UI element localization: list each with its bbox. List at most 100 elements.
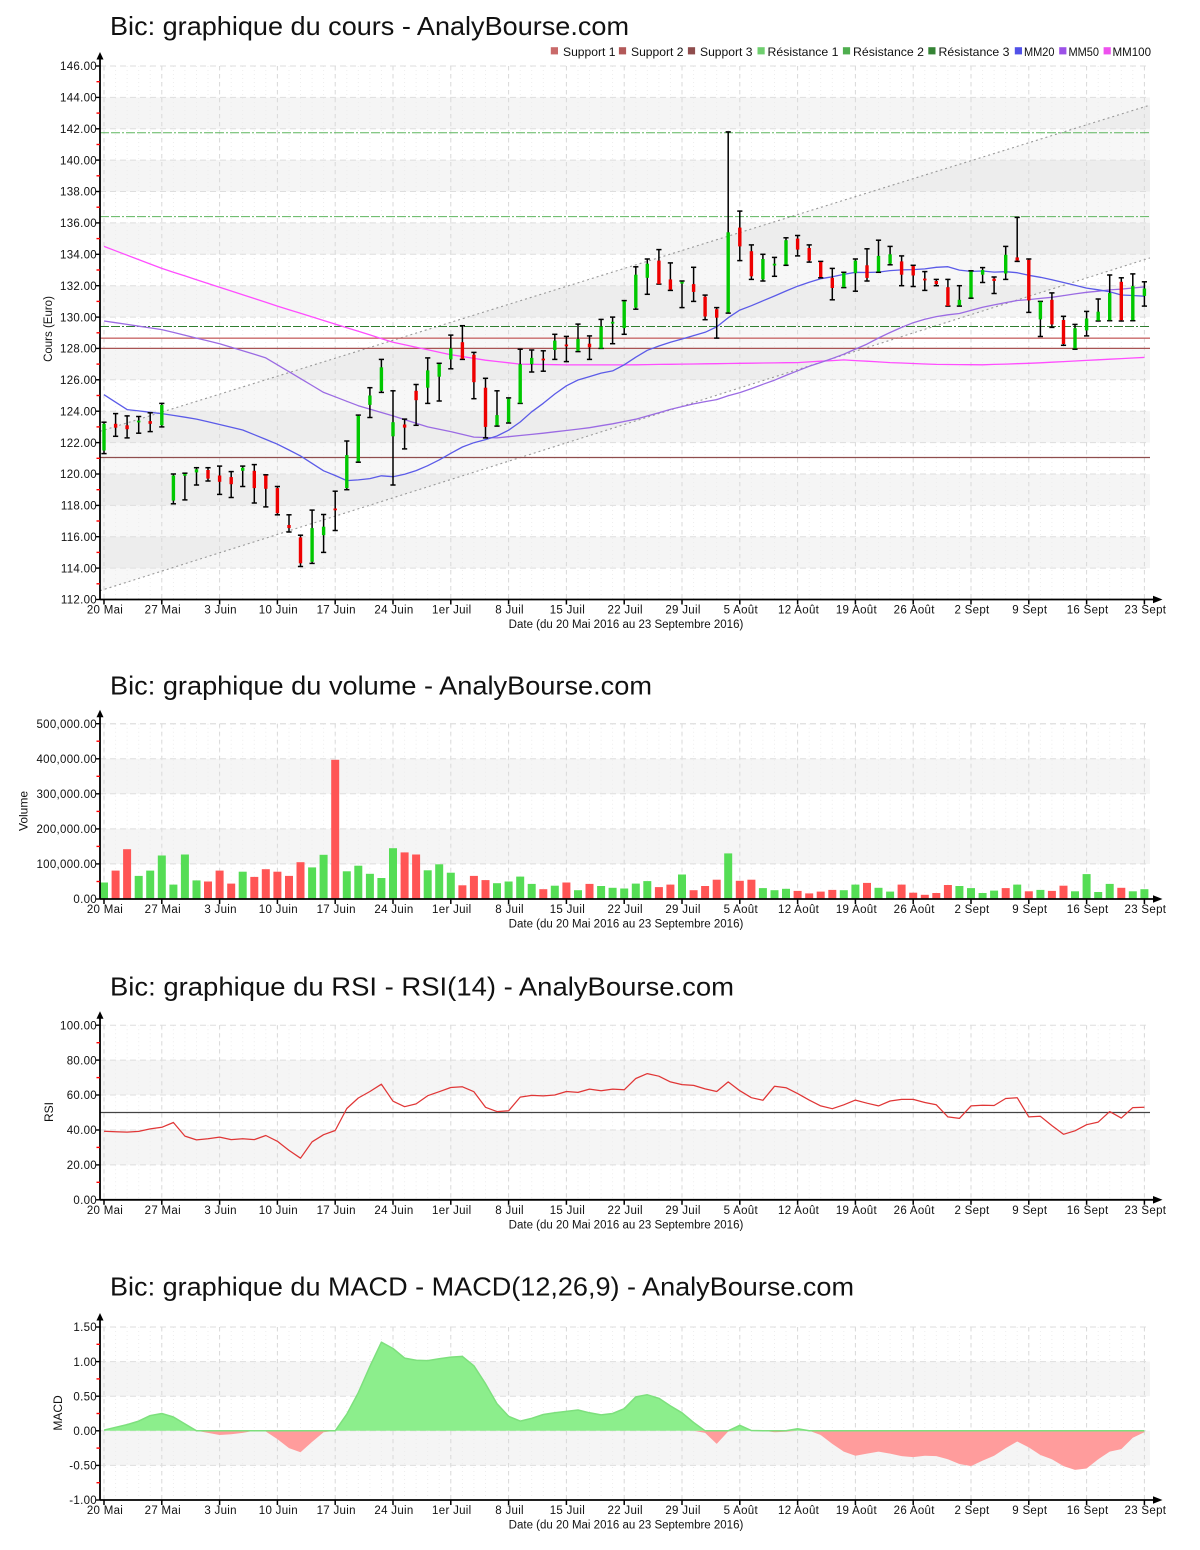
svg-text:15 Juil: 15 Juil	[550, 904, 585, 916]
svg-text:12 Août: 12 Août	[778, 1205, 820, 1217]
svg-text:15 Juil: 15 Juil	[550, 605, 585, 617]
svg-text:122.00: 122.00	[60, 438, 97, 450]
svg-text:23 Sept: 23 Sept	[1125, 605, 1167, 617]
svg-text:500,000.00: 500,000.00	[36, 719, 97, 731]
svg-text:22 Juil: 22 Juil	[608, 1205, 643, 1217]
svg-text:8 Juil: 8 Juil	[495, 1505, 524, 1517]
svg-text:9 Sept: 9 Sept	[1012, 1205, 1048, 1217]
svg-text:Date (du 20 Mai 2016 au 23 Sep: Date (du 20 Mai 2016 au 23 Septembre 201…	[509, 919, 744, 931]
svg-text:5 Août: 5 Août	[724, 1505, 759, 1517]
svg-text:142.00: 142.00	[60, 124, 97, 136]
svg-text:1.50: 1.50	[73, 1322, 97, 1334]
svg-text:19 Août: 19 Août	[836, 1205, 878, 1217]
svg-text:112.00: 112.00	[61, 595, 97, 607]
svg-text:22 Juil: 22 Juil	[608, 1505, 643, 1517]
svg-text:-1.00: -1.00	[69, 1495, 97, 1507]
svg-text:20 Mai: 20 Mai	[87, 605, 123, 617]
svg-text:16 Sept: 16 Sept	[1067, 904, 1109, 916]
svg-text:27 Mai: 27 Mai	[145, 1205, 181, 1217]
svg-text:2 Sept: 2 Sept	[954, 605, 990, 617]
svg-text:128.00: 128.00	[60, 344, 97, 356]
svg-text:144.00: 144.00	[60, 93, 97, 105]
svg-text:3 Juin: 3 Juin	[204, 904, 237, 916]
svg-text:Bic: graphique du RSI - RSI(14: Bic: graphique du RSI - RSI(14) - AnalyB…	[110, 972, 734, 1002]
svg-text:9 Sept: 9 Sept	[1012, 605, 1048, 617]
svg-text:400,000.00: 400,000.00	[36, 754, 97, 766]
svg-text:12 Août: 12 Août	[778, 605, 820, 617]
svg-text:40.00: 40.00	[67, 1125, 97, 1137]
svg-text:22 Juil: 22 Juil	[608, 904, 643, 916]
svg-text:8 Juil: 8 Juil	[495, 904, 524, 916]
svg-text:19 Août: 19 Août	[836, 605, 878, 617]
svg-text:3 Juin: 3 Juin	[204, 605, 237, 617]
svg-text:9 Sept: 9 Sept	[1012, 904, 1048, 916]
svg-text:29 Juil: 29 Juil	[665, 605, 700, 617]
svg-text:10 Juin: 10 Juin	[259, 1205, 298, 1217]
svg-text:1er Juil: 1er Juil	[432, 1505, 471, 1517]
svg-text:19 Août: 19 Août	[836, 1505, 878, 1517]
svg-text:8 Juil: 8 Juil	[495, 1205, 524, 1217]
svg-text:MM50: MM50	[1069, 45, 1100, 59]
svg-text:9 Sept: 9 Sept	[1012, 1505, 1048, 1517]
svg-text:120.00: 120.00	[60, 469, 97, 481]
svg-text:Bic: graphique du cours - Anal: Bic: graphique du cours - AnalyBourse.co…	[110, 11, 629, 41]
svg-text:-0.50: -0.50	[69, 1461, 97, 1473]
svg-text:27 Mai: 27 Mai	[145, 904, 181, 916]
svg-text:Résistance 2: Résistance 2	[853, 45, 924, 59]
svg-text:24 Juin: 24 Juin	[374, 1505, 413, 1517]
svg-text:10 Juin: 10 Juin	[259, 1505, 298, 1517]
svg-text:138.00: 138.00	[60, 187, 97, 199]
svg-text:Bic: graphique du volume - Ana: Bic: graphique du volume - AnalyBourse.c…	[110, 671, 652, 701]
svg-text:1er Juil: 1er Juil	[432, 1205, 471, 1217]
svg-text:0.00: 0.00	[73, 1195, 97, 1207]
svg-text:20 Mai: 20 Mai	[87, 904, 123, 916]
svg-text:16 Sept: 16 Sept	[1067, 605, 1109, 617]
svg-text:23 Sept: 23 Sept	[1125, 1505, 1167, 1517]
svg-text:23 Sept: 23 Sept	[1125, 1205, 1167, 1217]
svg-text:116.00: 116.00	[61, 532, 97, 544]
svg-text:114.00: 114.00	[61, 563, 97, 575]
svg-text:300,000.00: 300,000.00	[36, 789, 97, 801]
svg-text:5 Août: 5 Août	[724, 904, 759, 916]
svg-text:146.00: 146.00	[60, 61, 97, 73]
svg-text:Bic: graphique du MACD - MACD(: Bic: graphique du MACD - MACD(12,26,9) -…	[110, 1272, 854, 1302]
svg-text:23 Sept: 23 Sept	[1125, 904, 1167, 916]
svg-text:0.50: 0.50	[73, 1391, 97, 1403]
svg-text:132.00: 132.00	[60, 281, 97, 293]
svg-text:16 Sept: 16 Sept	[1067, 1205, 1109, 1217]
svg-text:130.00: 130.00	[60, 312, 97, 324]
svg-text:Support 3: Support 3	[700, 45, 753, 59]
svg-text:118.00: 118.00	[61, 501, 97, 513]
svg-text:0.00: 0.00	[73, 894, 97, 906]
svg-text:27 Mai: 27 Mai	[145, 605, 181, 617]
svg-text:3 Juin: 3 Juin	[204, 1505, 237, 1517]
svg-text:29 Juil: 29 Juil	[665, 904, 700, 916]
svg-text:10 Juin: 10 Juin	[259, 904, 298, 916]
svg-text:MM20: MM20	[1024, 45, 1055, 59]
svg-text:126.00: 126.00	[60, 375, 97, 387]
svg-text:Support 2: Support 2	[631, 45, 684, 59]
svg-text:10 Juin: 10 Juin	[259, 605, 298, 617]
svg-text:60.00: 60.00	[67, 1090, 97, 1102]
svg-text:17 Juin: 17 Juin	[317, 605, 356, 617]
svg-text:12 Août: 12 Août	[778, 1505, 820, 1517]
svg-text:2 Sept: 2 Sept	[954, 1205, 990, 1217]
svg-text:26 Août: 26 Août	[894, 1205, 936, 1217]
svg-text:15 Juil: 15 Juil	[550, 1505, 585, 1517]
svg-text:29 Juil: 29 Juil	[665, 1505, 700, 1517]
svg-text:26 Août: 26 Août	[894, 904, 936, 916]
svg-text:29 Juil: 29 Juil	[665, 1205, 700, 1217]
svg-text:80.00: 80.00	[67, 1055, 97, 1067]
svg-text:19 Août: 19 Août	[836, 904, 878, 916]
svg-text:136.00: 136.00	[60, 218, 97, 230]
svg-text:MM100: MM100	[1113, 45, 1152, 59]
svg-text:26 Août: 26 Août	[894, 1505, 936, 1517]
svg-text:1er Juil: 1er Juil	[432, 605, 471, 617]
svg-text:100.00: 100.00	[60, 1020, 97, 1032]
svg-text:Date (du 20 Mai 2016 au 23 Sep: Date (du 20 Mai 2016 au 23 Septembre 201…	[509, 619, 744, 631]
svg-text:20 Mai: 20 Mai	[87, 1505, 123, 1517]
svg-text:Résistance 3: Résistance 3	[939, 45, 1010, 59]
svg-text:140.00: 140.00	[60, 155, 97, 167]
svg-text:Date (du 20 Mai 2016 au 23 Sep: Date (du 20 Mai 2016 au 23 Septembre 201…	[509, 1220, 744, 1232]
svg-text:2 Sept: 2 Sept	[954, 1505, 990, 1517]
